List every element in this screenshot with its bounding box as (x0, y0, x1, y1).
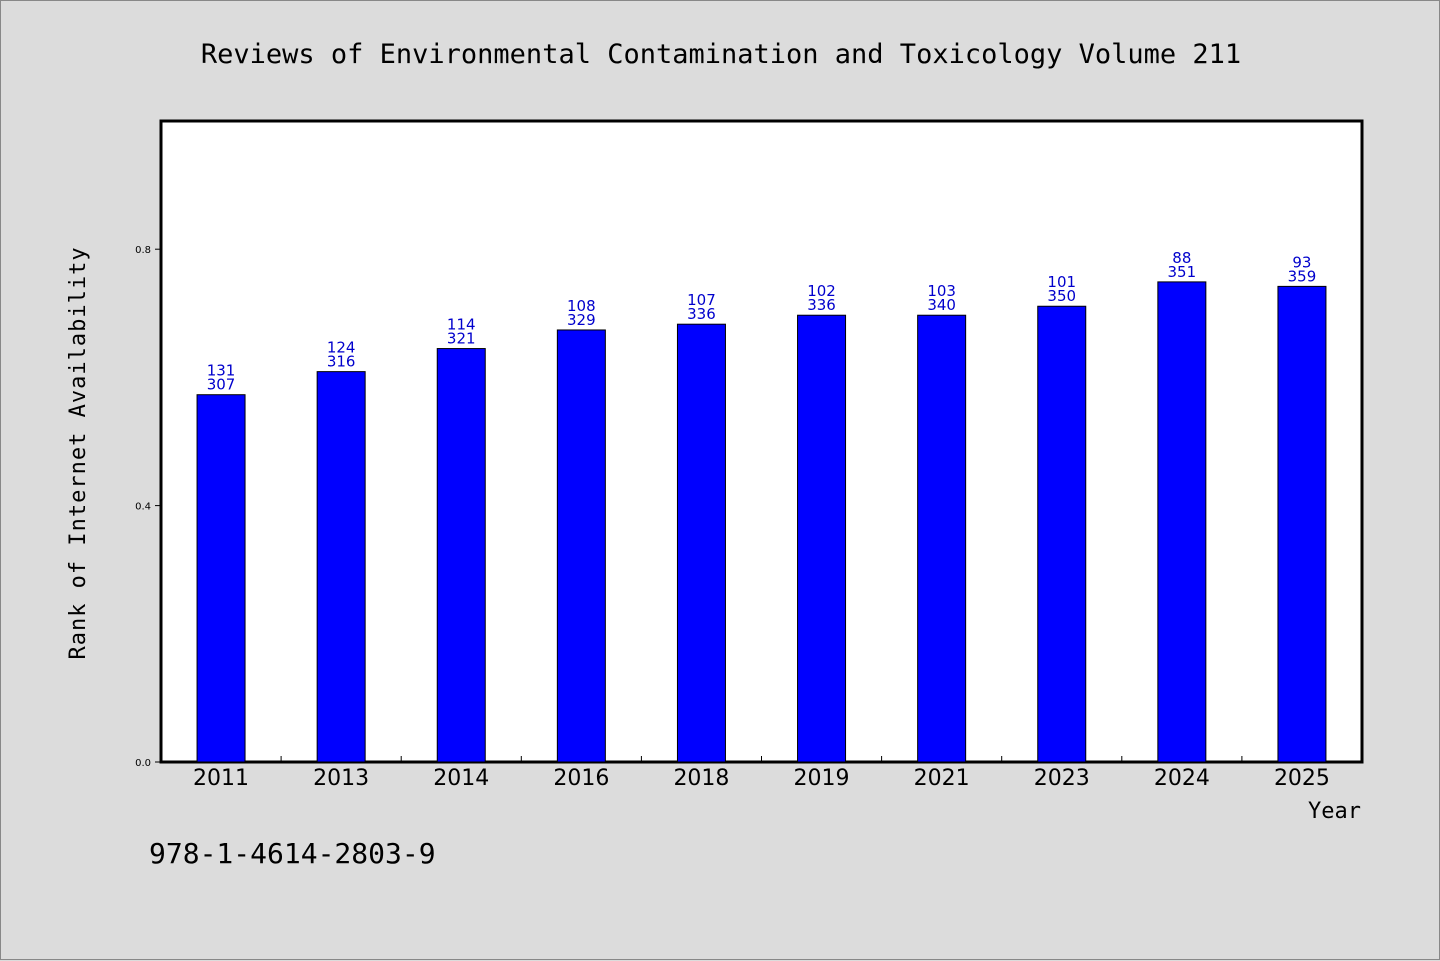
y-axis-label: Rank of Internet Availability (66, 246, 91, 659)
bar-2025 (1277, 285, 1327, 763)
y-axis: 0.0 0.4 0.8 (135, 245, 161, 769)
bar-label-bottom: 329 (567, 311, 596, 329)
bar-label-bottom: 316 (327, 353, 356, 371)
bar-label-bottom: 307 (207, 376, 236, 394)
bar-label-top: 107 (687, 291, 716, 309)
bar-2024 (1157, 281, 1207, 763)
x-axis-label: Year (1308, 799, 1361, 824)
bar-2014 (436, 348, 486, 763)
bar-label-top: 93 (1292, 253, 1311, 271)
bar-label-bottom: 336 (807, 296, 836, 314)
chart-title: Reviews of Environmental Contamination a… (201, 39, 1241, 70)
bar-label-top: 88 (1172, 249, 1191, 267)
bar-label-bottom: 336 (687, 305, 716, 323)
bar-2013 (316, 371, 366, 763)
x-tick-label: 2018 (673, 766, 729, 791)
bar-label-top: 114 (447, 316, 476, 334)
bar-label-top: 102 (807, 282, 836, 300)
bar-label-top: 103 (927, 282, 956, 300)
y-tick-label: 0.8 (135, 245, 151, 256)
bar-2019 (797, 314, 847, 763)
bar-label-top: 131 (207, 362, 236, 380)
bar-2018 (676, 323, 726, 763)
bar-label-top: 124 (327, 339, 356, 357)
x-tick-label: 2011 (193, 766, 249, 791)
isbn-label: 978-1-4614-2803-9 (149, 837, 436, 870)
y-tick-label: 0.4 (135, 502, 151, 513)
bar-2021 (917, 314, 967, 763)
bar-2011 (196, 394, 246, 763)
bar-2016 (556, 329, 606, 763)
bar-label-bottom: 351 (1168, 263, 1197, 281)
x-tick-label: 2014 (433, 766, 489, 791)
x-tick-label: 2019 (794, 766, 850, 791)
data-labels: 1313071243161143211083291073361023361033… (207, 249, 1317, 394)
bar-2023 (1037, 305, 1087, 763)
x-tick-label: 2025 (1274, 766, 1330, 791)
x-tick-label: 2021 (914, 766, 970, 791)
x-tick-label: 2023 (1034, 766, 1090, 791)
x-axis: 2011 2013 2014 2016 2018 2019 2021 2023 2024 2025 (193, 756, 1330, 791)
bar-series (196, 281, 1327, 763)
x-tick-label: 2013 (313, 766, 369, 791)
bar-label-bottom: 321 (447, 330, 476, 348)
x-tick-label: 2024 (1154, 766, 1210, 791)
bar-label-bottom: 350 (1047, 287, 1076, 305)
bar-label-bottom: 359 (1288, 267, 1317, 285)
bar-label-bottom: 340 (927, 296, 956, 314)
bar-label-top: 108 (567, 297, 596, 315)
x-tick-label: 2016 (553, 766, 609, 791)
y-tick-label: 0.0 (135, 758, 151, 769)
bar-label-top: 101 (1047, 273, 1076, 291)
